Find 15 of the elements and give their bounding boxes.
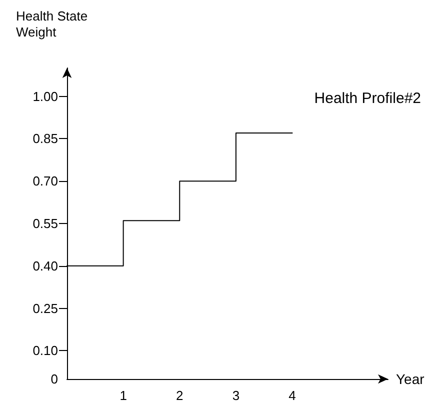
x-tick-label: 2 (176, 388, 184, 403)
y-axis-title: Health State Weight (16, 8, 92, 40)
text: Health Profile#2 (314, 90, 422, 107)
y-tick-label: 0.85 (32, 131, 58, 146)
x-tick-label: 4 (288, 388, 296, 403)
y-tick-label: 1.00 (32, 88, 58, 104)
x-tick-label: 1 (120, 388, 127, 403)
y-tick-label: 0 (50, 372, 58, 386)
y-tick-label: 0.55 (32, 216, 58, 231)
y-tick-label: 0.40 (32, 258, 58, 274)
x-axis-title: Year (396, 371, 425, 387)
x-tick-label: 3 (232, 388, 240, 403)
y-tick-label: 0.70 (32, 174, 58, 189)
y-tick-label: 0.10 (32, 343, 58, 358)
y-tick-label: 0.25 (32, 300, 58, 316)
